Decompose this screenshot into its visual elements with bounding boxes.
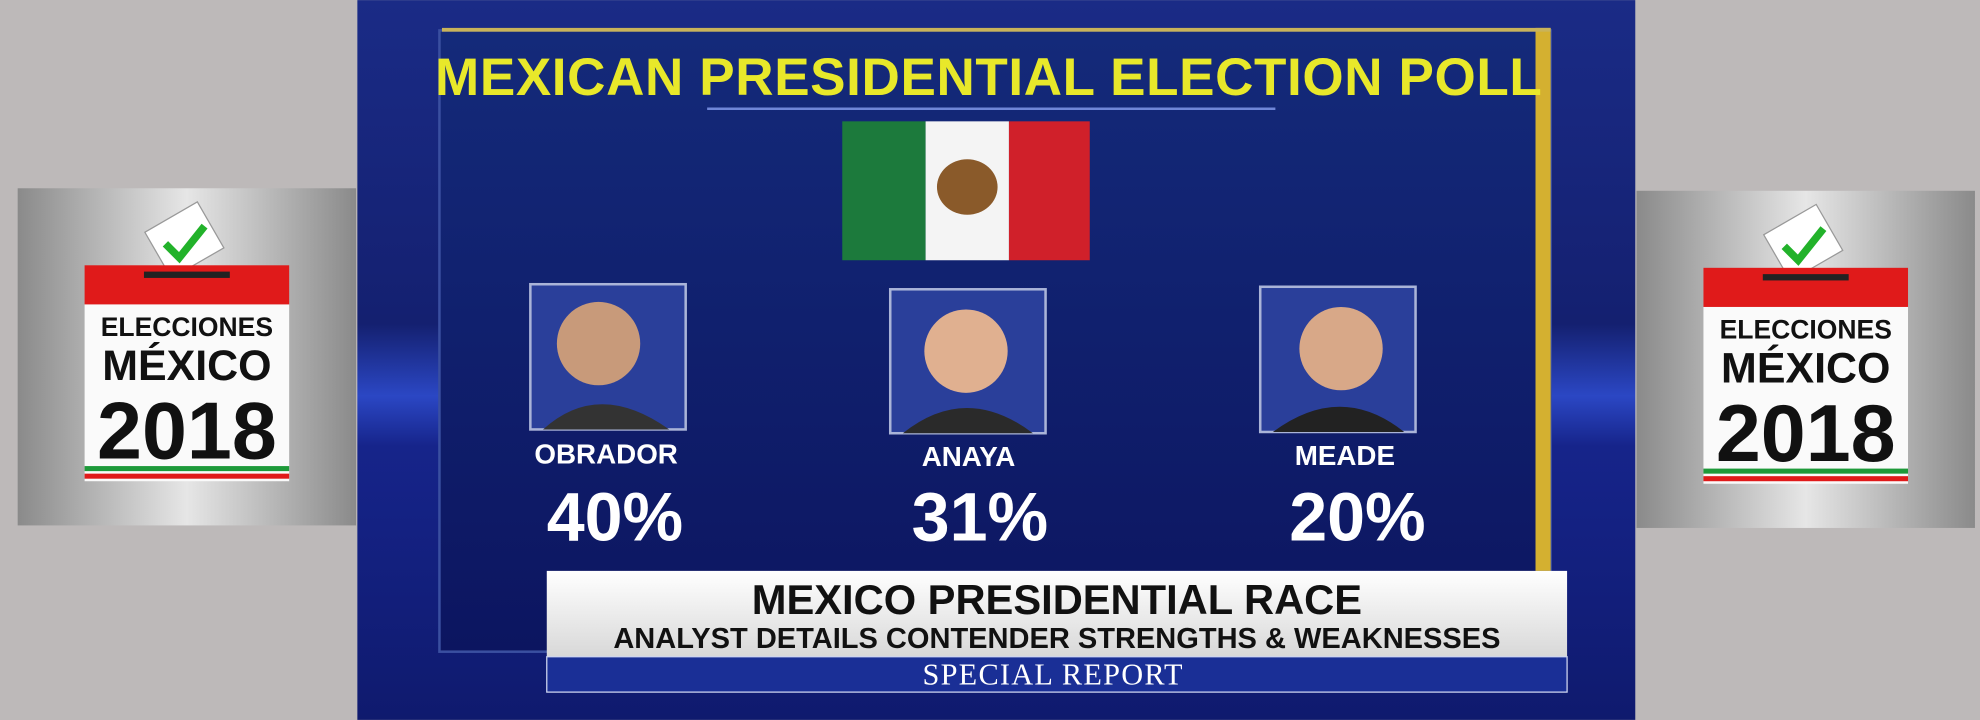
headline: MEXICO PRESIDENTIAL RACE [752,576,1362,623]
badge-line: 2018 [97,386,277,476]
lower-third: MEXICO PRESIDENTIAL RACE ANALYST DETAILS… [546,570,1568,693]
candidate-photo [888,288,1047,435]
candidate-name: ANAYA [922,441,1016,472]
badge-line: ELECCIONES [101,312,273,342]
badge-line: MÉXICO [1721,345,1890,393]
badge-line: MÉXICO [102,342,271,390]
poll-title: MEXICAN PRESIDENTIAL ELECTION POLL [435,48,1542,107]
flag-emblem [936,159,998,215]
candidate-photo [1258,285,1417,434]
gold-border [1535,27,1551,571]
subhead: ANALYST DETAILS CONTENDER STRENGTHS & WE… [613,623,1500,655]
lower-third-box [546,570,1568,657]
flag-red [1008,121,1090,261]
program-bar [546,656,1568,693]
candidate-name: MEADE [1295,440,1395,471]
candidate-percent: 31% [912,480,1048,556]
badge-line: 2018 [1716,389,1896,479]
candidate-photo [529,282,687,431]
candidate-percent: 20% [1289,480,1425,556]
left-badge: ELECCIONES MÉXICO 2018 [18,188,356,525]
mexico-flag [842,121,1090,261]
broadcast-frame: MEXICAN PRESIDENTIAL ELECTION POLL OBRAD… [357,0,1636,720]
program-name: SPECIAL REPORT [922,658,1183,692]
badge-line: ELECCIONES [1720,315,1892,345]
flag-green [842,121,926,261]
candidate-name: OBRADOR [534,439,677,470]
candidate-percent: 40% [547,480,683,556]
gold-border [441,27,1551,32]
right-badge: ELECCIONES MÉXICO 2018 [1637,191,1975,528]
